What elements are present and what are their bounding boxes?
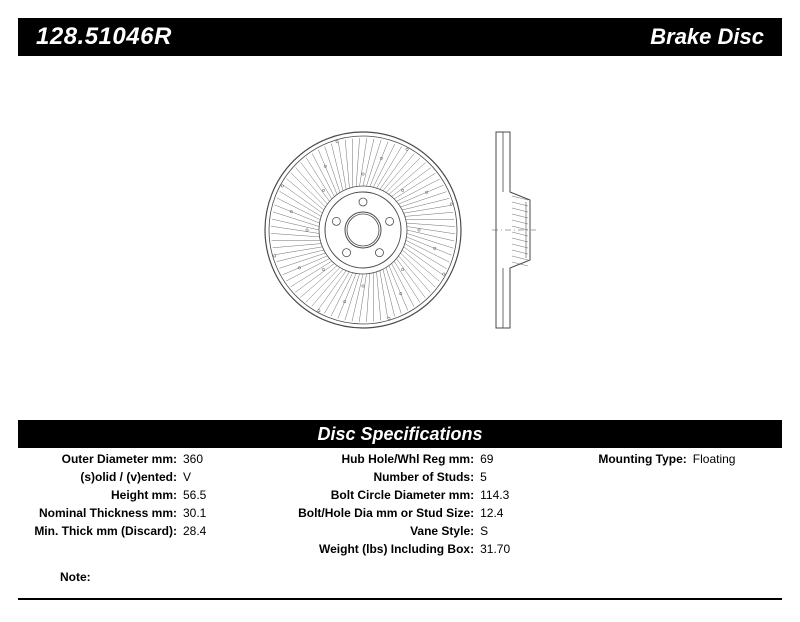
- spec-value: 114.3: [480, 486, 553, 504]
- spec-column-1: Outer Diameter mm:360(s)olid / (v)ented:…: [18, 450, 270, 570]
- spec-row: Mounting Type:Floating: [553, 450, 782, 468]
- spec-value: 69: [480, 450, 553, 468]
- spec-label: Hub Hole/Whl Reg mm:: [270, 450, 480, 468]
- spec-row: Outer Diameter mm:360: [18, 450, 270, 468]
- spec-value: V: [183, 468, 270, 486]
- spec-label: Outer Diameter mm:: [18, 450, 183, 468]
- spec-value: 360: [183, 450, 270, 468]
- spec-value: 5: [480, 468, 553, 486]
- spec-row: Weight (lbs) Including Box:31.70: [270, 540, 553, 558]
- part-number: 128.51046R: [36, 23, 172, 51]
- spec-value: 28.4: [183, 522, 270, 540]
- spec-value: S: [480, 522, 553, 540]
- spec-label: Nominal Thickness mm:: [18, 504, 183, 522]
- spec-label: (s)olid / (v)ented:: [18, 468, 183, 486]
- spec-row: Number of Studs:5: [270, 468, 553, 486]
- spec-column-3: Mounting Type:Floating: [553, 450, 782, 570]
- diagram-area: [0, 80, 800, 380]
- note-label: Note:: [60, 570, 91, 584]
- spec-label: Number of Studs:: [270, 468, 480, 486]
- spec-column-2: Hub Hole/Whl Reg mm:69Number of Studs:5B…: [270, 450, 553, 570]
- spec-value: 12.4: [480, 504, 553, 522]
- spec-label: Min. Thick mm (Discard):: [18, 522, 183, 540]
- disc-front-view: [263, 130, 463, 330]
- disc-side-view: [488, 130, 538, 330]
- spec-value: 56.5: [183, 486, 270, 504]
- header-bar: 128.51046R Brake Disc: [18, 18, 782, 56]
- spec-label: Mounting Type:: [553, 450, 693, 468]
- bottom-divider: [18, 598, 782, 600]
- spec-table: Outer Diameter mm:360(s)olid / (v)ented:…: [18, 450, 782, 570]
- spec-label: Bolt/Hole Dia mm or Stud Size:: [270, 504, 480, 522]
- spec-value: 31.70: [480, 540, 553, 558]
- spec-row: Nominal Thickness mm:30.1: [18, 504, 270, 522]
- spec-label: Vane Style:: [270, 522, 480, 540]
- spec-row: Bolt Circle Diameter mm:114.3: [270, 486, 553, 504]
- spec-header: Disc Specifications: [18, 420, 782, 448]
- spec-label: Bolt Circle Diameter mm:: [270, 486, 480, 504]
- spec-row: (s)olid / (v)ented:V: [18, 468, 270, 486]
- spec-label: Weight (lbs) Including Box:: [270, 540, 480, 558]
- product-type: Brake Disc: [650, 24, 764, 50]
- spec-value: Floating: [693, 450, 782, 468]
- spec-row: Vane Style:S: [270, 522, 553, 540]
- spec-row: Height mm:56.5: [18, 486, 270, 504]
- spec-row: Min. Thick mm (Discard):28.4: [18, 522, 270, 540]
- spec-row: Bolt/Hole Dia mm or Stud Size:12.4: [270, 504, 553, 522]
- spec-label: Height mm:: [18, 486, 183, 504]
- spec-row: Hub Hole/Whl Reg mm:69: [270, 450, 553, 468]
- spec-value: 30.1: [183, 504, 270, 522]
